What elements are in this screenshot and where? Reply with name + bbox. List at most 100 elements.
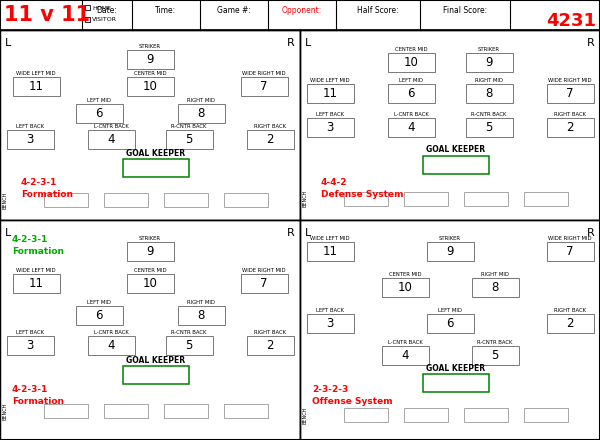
Text: 5: 5 xyxy=(485,121,493,134)
Text: 4-2-3-1
Formation: 4-2-3-1 Formation xyxy=(12,235,64,256)
Text: 5: 5 xyxy=(185,339,193,352)
Bar xyxy=(44,404,88,418)
Bar xyxy=(524,408,568,422)
Bar xyxy=(164,194,208,208)
Text: 9: 9 xyxy=(485,56,493,69)
Bar xyxy=(466,53,512,72)
Text: 4-4-2
Defense System: 4-4-2 Defense System xyxy=(321,178,404,199)
Text: LEFT MID: LEFT MID xyxy=(87,98,111,103)
Bar xyxy=(382,278,428,297)
Text: Opponent:: Opponent: xyxy=(282,6,322,15)
Text: 4231: 4231 xyxy=(546,12,596,30)
Text: R-CNTR BACK: R-CNTR BACK xyxy=(172,124,206,128)
Bar xyxy=(247,130,293,149)
Text: LEFT BACK: LEFT BACK xyxy=(16,124,44,128)
Text: RIGHT MID: RIGHT MID xyxy=(481,272,509,277)
Bar xyxy=(466,84,512,103)
Text: STRIKER: STRIKER xyxy=(439,236,461,242)
Bar xyxy=(13,274,59,293)
Bar xyxy=(466,117,512,137)
Text: 6: 6 xyxy=(95,107,103,120)
Bar xyxy=(224,194,268,208)
Bar xyxy=(85,5,90,11)
Bar xyxy=(76,306,122,325)
Bar xyxy=(88,336,134,355)
Bar xyxy=(307,242,353,261)
Text: 8: 8 xyxy=(197,309,205,322)
Text: WIDE LEFT MID: WIDE LEFT MID xyxy=(16,71,56,76)
Text: 3: 3 xyxy=(26,132,34,146)
Bar xyxy=(307,84,353,103)
Text: 8: 8 xyxy=(197,107,205,120)
Text: 2-3-2-3
Offense System: 2-3-2-3 Offense System xyxy=(312,385,392,406)
Bar xyxy=(178,306,224,325)
Bar xyxy=(123,367,189,385)
Bar xyxy=(164,404,208,418)
Bar xyxy=(547,117,593,137)
Text: 2: 2 xyxy=(566,317,574,330)
Text: WIDE LEFT MID: WIDE LEFT MID xyxy=(16,268,56,273)
Text: WIDE RIGHT MID: WIDE RIGHT MID xyxy=(242,268,286,273)
Bar xyxy=(307,117,353,137)
Text: STRIKER: STRIKER xyxy=(139,236,161,242)
Bar xyxy=(404,408,448,422)
Bar xyxy=(247,336,293,355)
Text: WIDE RIGHT MID: WIDE RIGHT MID xyxy=(548,236,592,242)
Text: L-CNTR BACK: L-CNTR BACK xyxy=(94,124,128,128)
Bar xyxy=(104,404,148,418)
Bar xyxy=(464,192,508,206)
Bar xyxy=(547,314,593,333)
Bar xyxy=(127,242,173,261)
Text: RIGHT BACK: RIGHT BACK xyxy=(554,308,586,313)
Text: CENTER MID: CENTER MID xyxy=(395,47,427,52)
Bar xyxy=(241,274,287,293)
Text: BENCH: BENCH xyxy=(302,190,308,207)
Bar xyxy=(7,336,53,355)
Text: R-CNTR BACK: R-CNTR BACK xyxy=(472,112,506,117)
Text: Final Score:: Final Score: xyxy=(443,6,487,15)
Text: 4: 4 xyxy=(407,121,415,134)
Bar xyxy=(524,192,568,206)
Text: 6: 6 xyxy=(446,317,454,330)
Text: WIDE LEFT MID: WIDE LEFT MID xyxy=(310,77,350,83)
Bar xyxy=(127,274,173,293)
Text: 6: 6 xyxy=(407,87,415,99)
Bar xyxy=(7,130,53,149)
Bar xyxy=(388,117,434,137)
Text: R-CNTR BACK: R-CNTR BACK xyxy=(478,340,512,345)
Text: Time:: Time: xyxy=(155,6,176,15)
Bar xyxy=(427,314,473,333)
Text: 11: 11 xyxy=(29,80,44,93)
Text: RIGHT BACK: RIGHT BACK xyxy=(254,124,286,128)
Text: GOAL KEEPER: GOAL KEEPER xyxy=(127,356,185,365)
Text: RIGHT BACK: RIGHT BACK xyxy=(254,330,286,335)
Text: 4: 4 xyxy=(401,349,409,362)
Bar xyxy=(0,0,600,30)
Text: L: L xyxy=(305,38,311,48)
Text: LEFT MID: LEFT MID xyxy=(438,308,462,313)
Text: RIGHT MID: RIGHT MID xyxy=(187,300,215,305)
Bar xyxy=(166,130,212,149)
Bar xyxy=(44,194,88,208)
Text: RIGHT MID: RIGHT MID xyxy=(475,77,503,83)
Text: CENTER MID: CENTER MID xyxy=(134,268,166,273)
Bar xyxy=(472,278,518,297)
Text: 3: 3 xyxy=(326,317,334,330)
Bar xyxy=(423,374,489,392)
Text: CENTER MID: CENTER MID xyxy=(134,71,166,76)
Bar xyxy=(178,104,224,123)
Text: 5: 5 xyxy=(185,132,193,146)
Bar xyxy=(300,30,600,220)
Bar xyxy=(464,408,508,422)
Text: 2: 2 xyxy=(566,121,574,134)
Bar xyxy=(104,194,148,208)
Text: STRIKER: STRIKER xyxy=(478,47,500,52)
Text: 11: 11 xyxy=(323,246,337,258)
Bar xyxy=(427,242,473,261)
Text: 10: 10 xyxy=(404,56,418,69)
Text: 9: 9 xyxy=(146,246,154,258)
Bar xyxy=(423,156,489,174)
Text: 4-2-3-1
Formation: 4-2-3-1 Formation xyxy=(21,178,73,199)
Bar xyxy=(0,30,300,220)
Text: 11: 11 xyxy=(29,277,44,290)
